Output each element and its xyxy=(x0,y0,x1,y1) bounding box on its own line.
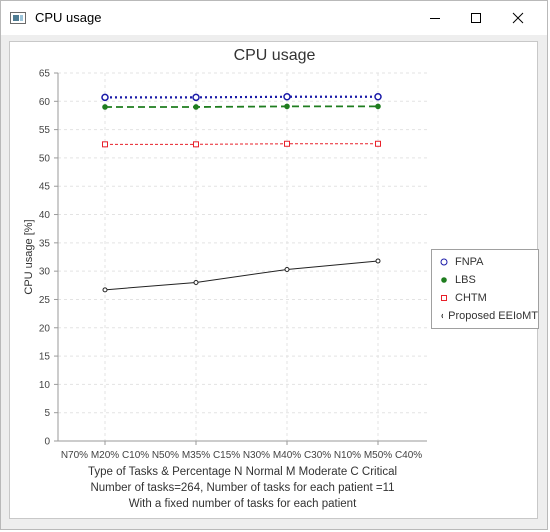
data-point-fnpa xyxy=(283,93,291,101)
y-tick-label: 30 xyxy=(39,267,51,278)
data-point-chtm xyxy=(193,141,199,148)
y-tick-label: 20 xyxy=(39,323,51,334)
y-tick-label: 35 xyxy=(39,238,51,249)
y-tick-label: 15 xyxy=(39,352,51,363)
series-line-chtm xyxy=(105,143,378,145)
minimize-button[interactable] xyxy=(412,1,458,35)
x-axis-label: Type of Tasks & Percentage N Normal M Mo… xyxy=(88,466,397,478)
y-tick-label: 45 xyxy=(39,182,51,193)
data-point-lbs xyxy=(193,104,199,110)
y-tick-label: 55 xyxy=(39,125,51,136)
y-tick-label: 40 xyxy=(39,210,51,221)
data-point-lbs xyxy=(375,103,381,110)
legend-label: FNPA xyxy=(455,256,484,268)
y-tick-label: 50 xyxy=(39,153,51,164)
title-bar[interactable]: CPU usage xyxy=(1,1,547,35)
legend-item: Proposed EEIoMT xyxy=(438,307,538,325)
maximize-button[interactable] xyxy=(453,1,499,35)
x-tick-label: N30% M40% C30% xyxy=(243,450,331,461)
y-tick-label: 25 xyxy=(39,295,51,306)
chart-legend: FNPA LBS CHTM Proposed EEIoMT xyxy=(431,249,539,329)
legend-item: FNPA xyxy=(438,253,538,271)
legend-label: CHTM xyxy=(455,292,487,304)
y-tick-label: 60 xyxy=(39,97,51,108)
x-tick-label: N70% M20% C10% xyxy=(61,450,149,461)
x-tick-label: N50% M35% C15% xyxy=(152,450,240,461)
x-tick-label: N10% M50% C40% xyxy=(334,450,422,461)
y-tick-label: 10 xyxy=(39,380,51,391)
legend-label: LBS xyxy=(455,274,476,286)
minimize-icon xyxy=(430,18,440,19)
y-tick-label: 65 xyxy=(39,69,51,80)
data-point-proposed-eeiomt xyxy=(375,258,381,264)
window-title: CPU usage xyxy=(35,10,102,25)
legend-item: LBS xyxy=(438,271,538,289)
x-axis-label: Number of tasks=264, Number of tasks for… xyxy=(90,482,394,494)
y-axis-label: CPU usage [%] xyxy=(23,219,35,294)
series-line-lbs xyxy=(105,105,378,108)
data-point-chtm xyxy=(102,141,108,148)
legend-marker xyxy=(441,295,447,301)
legend-item: CHTM xyxy=(438,289,538,307)
data-point-fnpa xyxy=(374,93,382,101)
data-point-proposed-eeiomt xyxy=(193,279,199,285)
data-point-chtm xyxy=(284,140,290,147)
series-line-proposed-eeiomt xyxy=(104,260,379,291)
legend-marker xyxy=(441,277,447,283)
legend-label: Proposed EEIoMT xyxy=(448,310,538,322)
data-point-lbs xyxy=(102,104,108,110)
close-button[interactable] xyxy=(495,1,541,35)
y-tick-label: 5 xyxy=(44,408,50,419)
data-point-proposed-eeiomt xyxy=(102,287,108,293)
data-point-proposed-eeiomt xyxy=(284,266,290,272)
legend-marker xyxy=(440,258,448,266)
data-point-fnpa xyxy=(101,93,109,102)
series-line-fnpa xyxy=(105,95,378,99)
app-icon xyxy=(10,12,26,24)
data-point-chtm xyxy=(375,140,381,147)
data-point-lbs xyxy=(284,103,290,110)
legend-marker xyxy=(441,313,444,319)
data-point-fnpa xyxy=(192,93,200,102)
chart-title: CPU usage xyxy=(234,47,316,64)
close-icon xyxy=(512,12,524,24)
y-tick-label: 0 xyxy=(44,437,50,448)
plot-area xyxy=(58,73,427,441)
maximize-icon xyxy=(471,13,481,23)
x-axis-label: With a fixed number of tasks for each pa… xyxy=(129,498,357,510)
